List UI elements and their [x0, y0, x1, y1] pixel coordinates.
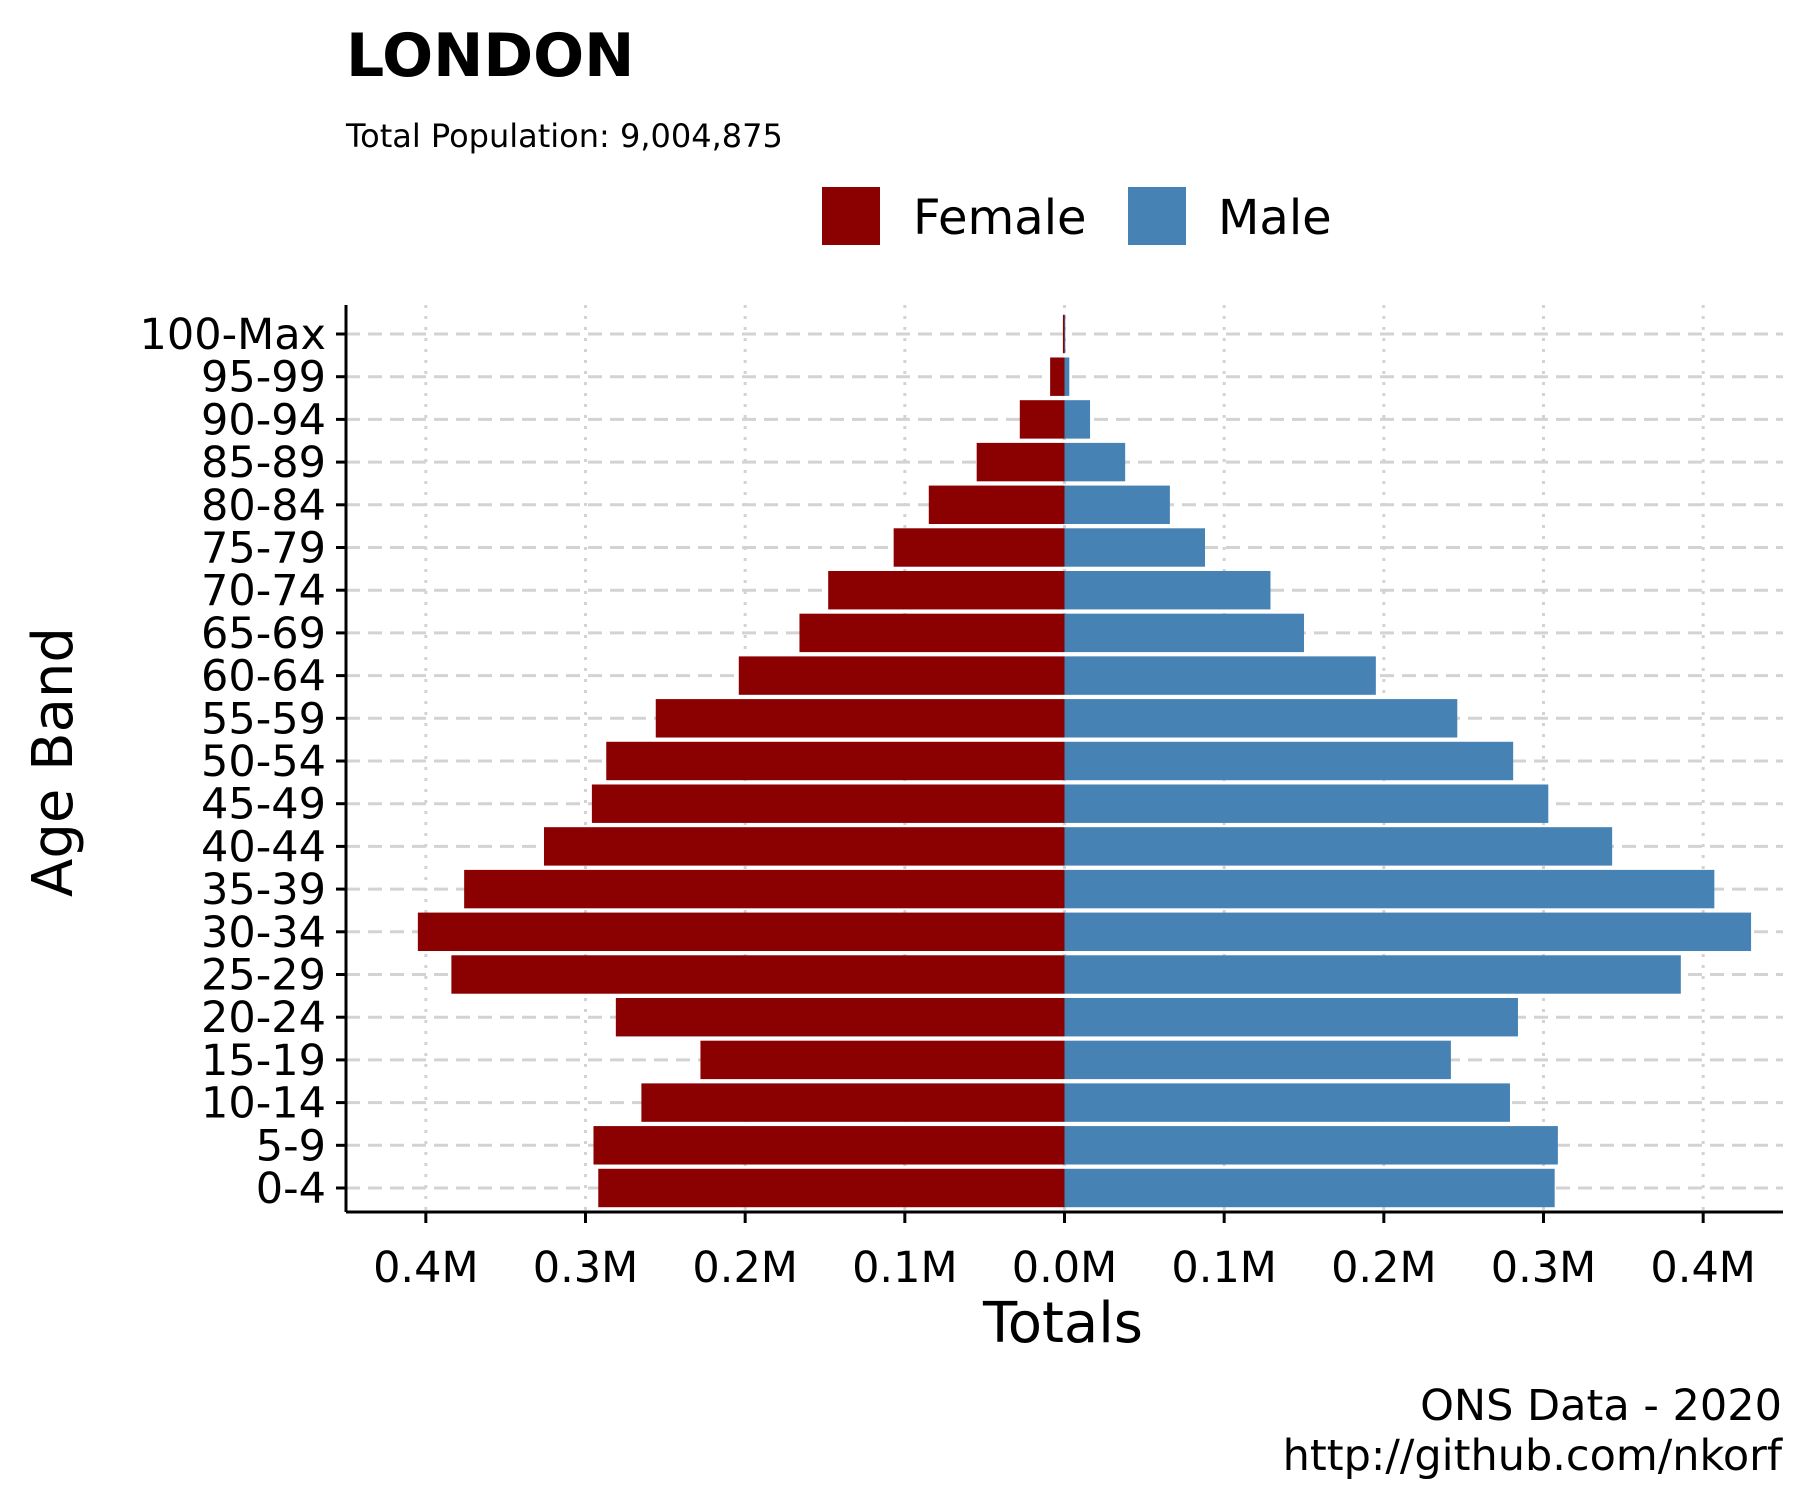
bar-female-50-54: [606, 741, 1065, 781]
bar-male-100-Max: [1064, 314, 1066, 354]
legend-swatch-female: [822, 187, 880, 245]
bar-male-10-14: [1064, 1083, 1510, 1122]
bar-male-35-39: [1064, 869, 1715, 909]
x-tick-label-7: 0.3M: [1491, 1243, 1596, 1293]
x-axis-title: Totals: [982, 1291, 1143, 1356]
bar-female-30-34: [417, 912, 1065, 952]
x-tick-label-8: 0.4M: [1650, 1243, 1755, 1293]
legend: Female Male: [822, 187, 1332, 246]
x-tick-label-0: 0.4M: [373, 1243, 478, 1293]
bar-male-85-89: [1064, 442, 1126, 482]
x-tick-label-5: 0.1M: [1171, 1243, 1276, 1293]
bar-female-100-Max: [1062, 314, 1065, 354]
y-tick-label-65-69: 65-69: [201, 609, 326, 659]
bar-male-0-4: [1064, 1168, 1555, 1208]
bar-male-45-49: [1064, 784, 1549, 823]
x-tick-label-3: 0.1M: [852, 1243, 957, 1293]
bar-female-85-89: [976, 442, 1065, 482]
x-tick-label-6: 0.2M: [1331, 1243, 1436, 1293]
chart-subtitle: Total Population: 9,004,875: [345, 117, 783, 155]
bar-female-95-99: [1050, 357, 1065, 396]
y-axis-title: Age Band: [21, 627, 86, 897]
bar-male-80-84: [1064, 485, 1170, 525]
bar-female-45-49: [591, 784, 1065, 823]
bar-female-70-74: [828, 570, 1065, 610]
y-tick-label-100-Max: 100-Max: [140, 310, 327, 360]
bar-male-15-19: [1064, 1040, 1451, 1080]
bar-female-20-24: [615, 997, 1065, 1037]
bar-female-80-84: [928, 485, 1065, 525]
y-tick-label-45-49: 45-49: [201, 780, 326, 830]
y-tick-label-35-39: 35-39: [201, 865, 326, 915]
y-tick-label-70-74: 70-74: [201, 566, 326, 616]
bar-male-55-59: [1064, 699, 1458, 738]
chart-title: LONDON: [346, 21, 634, 91]
y-tick-label-0-4: 0-4: [256, 1164, 326, 1214]
y-tick-label-85-89: 85-89: [201, 438, 326, 488]
x-tick-label-1: 0.3M: [533, 1243, 638, 1293]
bar-male-95-99: [1064, 357, 1070, 396]
legend-label-female: Female: [913, 190, 1087, 246]
bar-male-40-44: [1064, 827, 1613, 866]
caption-line-1: ONS Data - 2020: [1420, 1381, 1782, 1431]
bar-female-40-44: [543, 827, 1065, 866]
bar-male-75-79: [1064, 528, 1206, 567]
y-tick-label-40-44: 40-44: [201, 822, 326, 872]
y-tick-label-95-99: 95-99: [201, 353, 326, 403]
tick-labels: 0-45-910-1415-1920-2425-2930-3435-3940-4…: [140, 310, 1756, 1293]
y-tick-label-90-94: 90-94: [201, 395, 326, 445]
bar-male-5-9: [1064, 1126, 1558, 1165]
bar-male-50-54: [1064, 741, 1514, 781]
y-tick-label-25-29: 25-29: [201, 951, 326, 1001]
legend-swatch-male: [1128, 187, 1186, 245]
y-tick-label-80-84: 80-84: [201, 481, 326, 531]
bar-female-90-94: [1019, 400, 1065, 439]
bar-female-75-79: [893, 528, 1065, 567]
y-tick-label-5-9: 5-9: [256, 1121, 326, 1171]
x-tick-label-2: 0.2M: [692, 1243, 797, 1293]
bar-male-30-34: [1064, 912, 1752, 952]
bar-male-25-29: [1064, 955, 1681, 994]
y-tick-label-30-34: 30-34: [201, 908, 326, 958]
bar-female-5-9: [593, 1126, 1065, 1165]
x-tick-label-4: 0.0M: [1012, 1243, 1117, 1293]
bar-female-65-69: [799, 613, 1065, 653]
y-tick-label-15-19: 15-19: [201, 1036, 326, 1086]
bar-female-55-59: [655, 699, 1065, 738]
y-tick-label-75-79: 75-79: [201, 524, 326, 574]
bar-male-70-74: [1064, 570, 1271, 610]
bar-male-65-69: [1064, 613, 1304, 653]
bar-male-60-64: [1064, 656, 1376, 695]
bar-female-0-4: [598, 1168, 1065, 1208]
caption-line-2: http://github.com/nkorf: [1283, 1431, 1783, 1481]
bar-female-15-19: [700, 1040, 1065, 1080]
axes: [336, 305, 1783, 1223]
bar-female-60-64: [738, 656, 1065, 695]
y-tick-label-10-14: 10-14: [201, 1079, 326, 1129]
bar-female-10-14: [641, 1083, 1065, 1122]
y-tick-label-60-64: 60-64: [201, 652, 326, 702]
y-tick-label-55-59: 55-59: [201, 694, 326, 744]
y-tick-label-50-54: 50-54: [201, 737, 326, 787]
bars: [417, 314, 1752, 1208]
bar-male-20-24: [1064, 997, 1518, 1037]
bar-female-35-39: [464, 869, 1065, 909]
legend-label-male: Male: [1218, 190, 1332, 246]
bar-female-25-29: [451, 955, 1065, 994]
bar-male-90-94: [1064, 400, 1091, 439]
y-tick-label-20-24: 20-24: [201, 993, 326, 1043]
